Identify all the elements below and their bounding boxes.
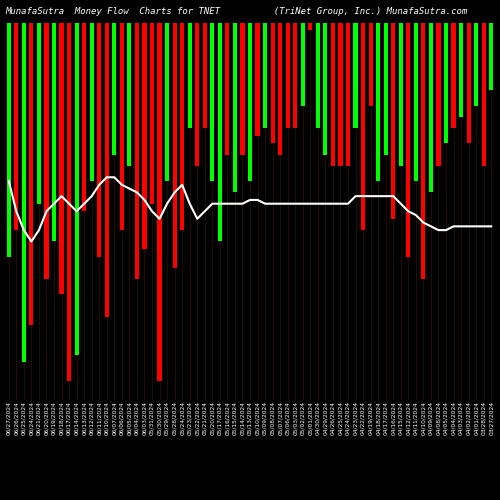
Bar <box>361 22 365 230</box>
Bar <box>135 22 139 279</box>
Bar <box>202 22 207 128</box>
Bar <box>384 22 388 154</box>
Bar <box>112 22 116 154</box>
Bar <box>60 22 64 294</box>
Bar <box>278 22 282 154</box>
Bar <box>14 22 18 230</box>
Bar <box>6 22 11 256</box>
Bar <box>195 22 200 166</box>
Bar <box>316 22 320 128</box>
Text: MunafaSutra  Money Flow  Charts for TNET          (TriNet Group, Inc.) MunafaSut: MunafaSutra Money Flow Charts for TNET (… <box>5 8 467 16</box>
Bar <box>210 22 214 181</box>
Bar <box>331 22 335 166</box>
Bar <box>30 22 34 324</box>
Bar <box>22 22 26 362</box>
Bar <box>82 22 86 211</box>
Bar <box>368 22 372 105</box>
Bar <box>263 22 267 128</box>
Bar <box>90 22 94 181</box>
Bar <box>436 22 440 166</box>
Bar <box>97 22 102 256</box>
Bar <box>466 22 470 144</box>
Bar <box>270 22 274 144</box>
Bar <box>422 22 426 279</box>
Bar <box>324 22 328 154</box>
Bar <box>165 22 169 181</box>
Bar <box>44 22 48 279</box>
Bar <box>233 22 237 192</box>
Bar <box>474 22 478 105</box>
Bar <box>180 22 184 230</box>
Bar <box>444 22 448 144</box>
Bar <box>150 22 154 204</box>
Bar <box>459 22 463 117</box>
Bar <box>172 22 176 268</box>
Bar <box>52 22 56 242</box>
Bar <box>300 22 305 105</box>
Bar <box>120 22 124 230</box>
Bar <box>218 22 222 242</box>
Bar <box>188 22 192 128</box>
Bar <box>286 22 290 128</box>
Bar <box>142 22 146 249</box>
Bar <box>293 22 298 128</box>
Bar <box>489 22 494 90</box>
Bar <box>240 22 244 154</box>
Bar <box>398 22 403 166</box>
Bar <box>376 22 380 181</box>
Bar <box>391 22 396 219</box>
Bar <box>226 22 230 154</box>
Bar <box>452 22 456 128</box>
Bar <box>429 22 433 192</box>
Bar <box>248 22 252 181</box>
Bar <box>308 22 312 30</box>
Bar <box>37 22 41 204</box>
Bar <box>406 22 410 256</box>
Bar <box>354 22 358 128</box>
Bar <box>346 22 350 166</box>
Bar <box>104 22 109 317</box>
Bar <box>128 22 132 166</box>
Bar <box>338 22 342 166</box>
Bar <box>482 22 486 166</box>
Bar <box>256 22 260 136</box>
Bar <box>74 22 78 354</box>
Bar <box>67 22 71 381</box>
Bar <box>158 22 162 381</box>
Bar <box>414 22 418 181</box>
